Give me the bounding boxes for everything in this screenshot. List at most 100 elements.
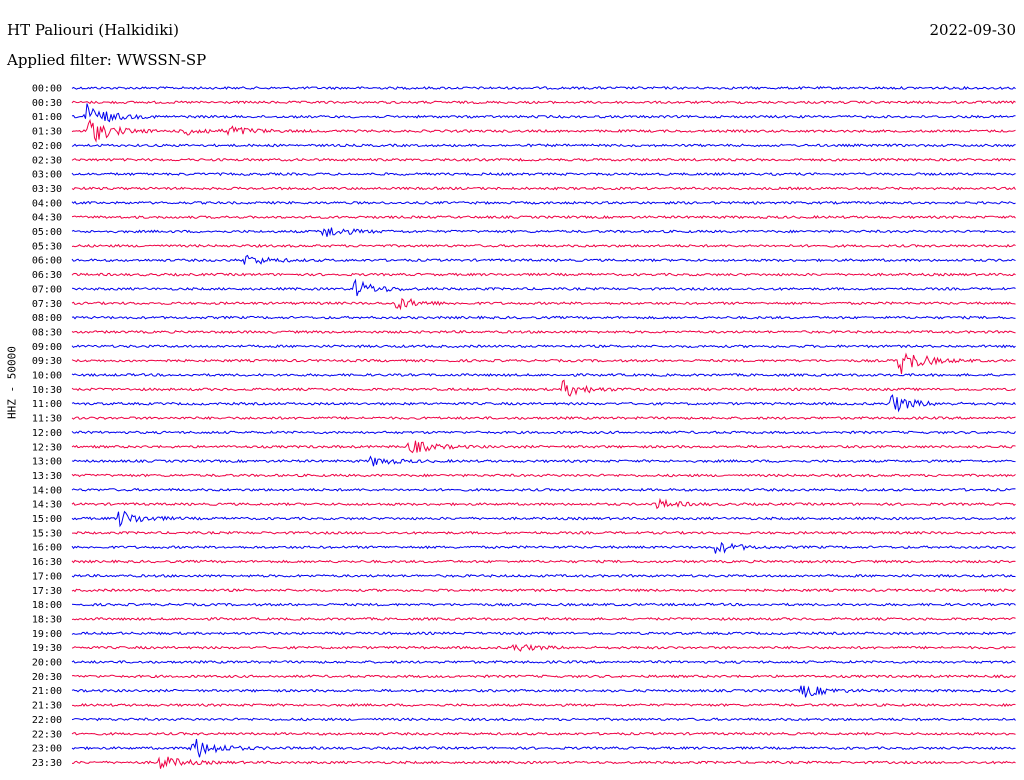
row-time-label: 02:30	[32, 155, 62, 166]
trace-line	[71, 674, 1016, 679]
trace-line	[71, 616, 1016, 622]
row-time-label: 06:30	[32, 270, 62, 281]
trace-line	[72, 702, 1016, 708]
row-time-label: 09:00	[32, 342, 62, 353]
row-time-label: 18:30	[32, 614, 62, 625]
row-time-label: 15:30	[32, 528, 62, 539]
trace-line	[71, 738, 1016, 758]
row-time-label: 16:30	[32, 557, 62, 568]
row-time-label: 13:00	[32, 457, 62, 468]
trace-line	[71, 243, 1016, 248]
trace-line	[71, 118, 1016, 143]
trace-line	[71, 186, 1016, 191]
trace-line	[72, 756, 1016, 769]
row-time-label: 16:00	[32, 543, 62, 554]
trace-line	[71, 278, 1016, 297]
row-time-label: 17:30	[32, 586, 62, 597]
trace-line	[71, 157, 1016, 162]
trace-line	[71, 103, 1016, 123]
trace-line	[71, 731, 1016, 736]
row-time-label: 11:00	[32, 399, 62, 410]
row-time-label: 10:30	[32, 385, 62, 396]
trace-line	[71, 588, 1016, 593]
trace-line	[71, 573, 1016, 578]
trace-line	[71, 541, 1016, 554]
trace-line	[71, 254, 1016, 265]
trace-line	[71, 440, 1016, 454]
date-label: 2022-09-30	[929, 21, 1016, 39]
trace-line	[71, 394, 1016, 413]
trace-line	[71, 487, 1016, 492]
row-time-label: 02:00	[32, 141, 62, 152]
row-time-label: 22:30	[32, 729, 62, 740]
trace-line	[71, 329, 1016, 334]
row-time-label: 22:00	[32, 715, 62, 726]
row-time-label: 20:30	[32, 672, 62, 683]
row-time-label: 09:30	[32, 356, 62, 367]
row-time-label: 08:00	[32, 313, 62, 324]
row-time-label: 04:00	[32, 198, 62, 209]
row-time-label: 23:30	[32, 758, 62, 769]
row-time-label: 08:30	[32, 327, 62, 338]
row-time-label: 11:30	[32, 414, 62, 425]
trace-line	[71, 344, 1016, 349]
row-time-label: 00:30	[32, 98, 62, 109]
trace-line	[71, 685, 1016, 698]
row-time-label: 00:00	[32, 84, 62, 95]
trace-line	[71, 660, 1016, 664]
row-time-label: 01:30	[32, 127, 62, 138]
row-time-label: 10:00	[32, 371, 62, 382]
trace-line	[71, 200, 1016, 205]
row-time-label: 19:00	[32, 629, 62, 640]
row-time-label: 21:30	[32, 701, 62, 712]
row-time-label: 17:00	[32, 571, 62, 582]
trace-line	[71, 559, 1016, 564]
row-time-label: 07:30	[32, 299, 62, 310]
row-time-label: 12:30	[32, 442, 62, 453]
row-time-label: 12:00	[32, 428, 62, 439]
trace-line	[71, 227, 1016, 237]
trace-line	[71, 717, 1016, 722]
trace-line	[71, 473, 1016, 478]
trace-line	[71, 143, 1016, 148]
row-time-label: 07:00	[32, 284, 62, 295]
row-time-label: 06:00	[32, 256, 62, 267]
trace-line	[71, 430, 1016, 435]
row-time-label: 05:30	[32, 241, 62, 252]
station-title: HT Paliouri (Halkidiki)	[7, 21, 179, 39]
trace-line	[71, 215, 1016, 220]
trace-line	[71, 272, 1016, 277]
row-time-label: 21:00	[32, 686, 62, 697]
trace-line	[71, 172, 1016, 177]
row-time-label: 23:00	[32, 744, 62, 755]
row-time-label: 01:00	[32, 112, 62, 123]
trace-line	[71, 297, 1016, 311]
row-time-label: 20:00	[32, 658, 62, 669]
trace-line	[71, 631, 1016, 636]
trace-line	[71, 510, 1016, 528]
trace-line	[71, 100, 1016, 105]
trace-line	[72, 530, 1016, 535]
row-time-label: 19:30	[32, 643, 62, 654]
row-time-label: 05:00	[32, 227, 62, 238]
trace-line	[71, 379, 1016, 397]
row-time-label: 04:30	[32, 213, 62, 224]
trace-line	[71, 352, 1016, 375]
row-time-label: 13:30	[32, 471, 62, 482]
row-time-label: 14:30	[32, 500, 62, 511]
row-time-label: 14:00	[32, 485, 62, 496]
row-time-label: 15:00	[32, 514, 62, 525]
trace-line	[71, 643, 1016, 652]
trace-line	[71, 85, 1016, 90]
row-time-label: 18:00	[32, 600, 62, 611]
filter-label: Applied filter: WWSSN-SP	[7, 51, 207, 69]
trace-line	[71, 373, 1016, 378]
trace-line	[71, 497, 1016, 510]
row-time-label: 03:30	[32, 184, 62, 195]
trace-line	[71, 602, 1016, 607]
row-time-label: 03:00	[32, 170, 62, 181]
trace-line	[71, 315, 1016, 320]
trace-line	[71, 455, 1016, 467]
trace-line	[71, 416, 1016, 421]
